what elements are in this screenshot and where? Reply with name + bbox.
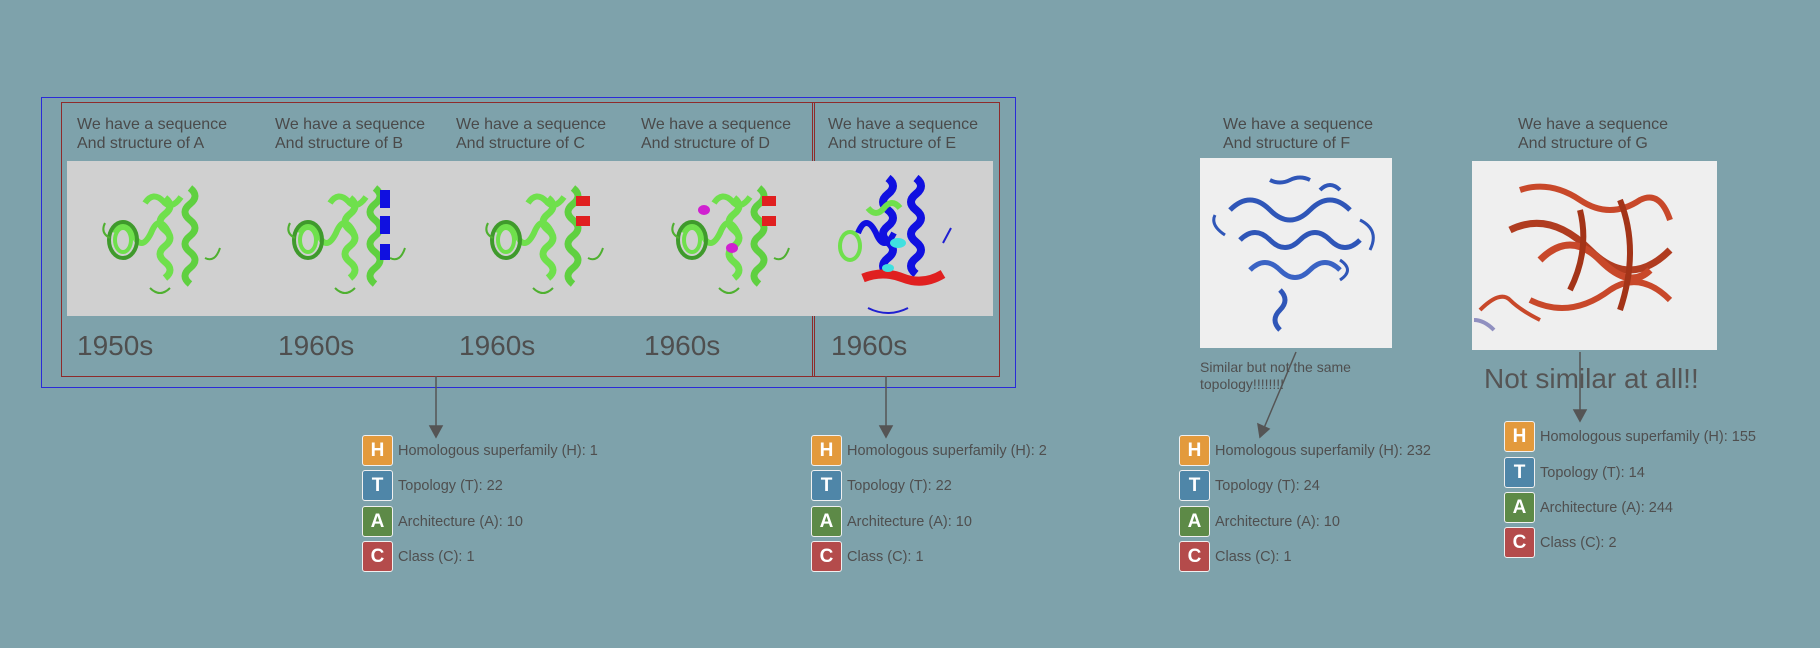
h-badge: H: [362, 435, 393, 466]
structure-image-b: [288, 188, 405, 293]
structure-image-a: [103, 188, 220, 293]
caption-a: We have a sequence And structure of A: [77, 116, 228, 152]
caption-c: We have a sequence And structure of C: [456, 116, 607, 152]
cath-a-label: Architecture (A): 10: [847, 513, 972, 530]
h-badge: H: [1504, 421, 1535, 452]
caption-e: We have a sequence And structure of E: [828, 116, 979, 152]
h-badge: H: [811, 435, 842, 466]
decade-label-a: 1950s: [77, 330, 154, 361]
cath-row-a: A Architecture (A): 10: [362, 506, 523, 537]
cath-row-h: H Homologous superfamily (H): 1: [362, 435, 598, 466]
t-badge: T: [1179, 470, 1210, 501]
cath-row-t: T Topology (T): 14: [1504, 457, 1645, 488]
cath-row-h: H Homologous superfamily (H): 2: [811, 435, 1047, 466]
caption-f: We have a sequence And structure of F: [1223, 116, 1374, 152]
cath-t-label: Topology (T): 24: [1215, 477, 1320, 494]
outer-blue-frame: [41, 97, 1016, 388]
caption-b: We have a sequence And structure of B: [275, 116, 426, 152]
caption-d: We have a sequence And structure of D: [641, 116, 792, 152]
cath-a-label: Architecture (A): 10: [1215, 513, 1340, 530]
a-badge: A: [1179, 506, 1210, 537]
structure-image-e: [838, 174, 952, 314]
note-f: Similar but not the same topology!!!!!!!…: [1200, 359, 1351, 392]
cath-a-label: Architecture (A): 10: [398, 513, 523, 530]
cath-a-label: Architecture (A): 244: [1540, 499, 1673, 516]
note-g: Not similar at all!!: [1484, 363, 1699, 394]
t-badge: T: [811, 470, 842, 501]
caption-g: We have a sequence And structure of G: [1518, 116, 1669, 152]
c-badge: C: [811, 541, 842, 572]
cath-c-label: Class (C): 1: [398, 548, 475, 565]
cath-h-label: Homologous superfamily (H): 232: [1215, 442, 1431, 459]
cath-row-t: T Topology (T): 22: [362, 470, 503, 501]
t-badge: T: [362, 470, 393, 501]
h-badge: H: [1179, 435, 1210, 466]
decade-label-d: 1960s: [644, 330, 721, 361]
cath-row-h: H Homologous superfamily (H): 232: [1179, 435, 1431, 466]
cath-row-c: C Class (C): 1: [811, 541, 924, 572]
structure-image-d: [672, 188, 789, 293]
a-badge: A: [811, 506, 842, 537]
decade-label-e: 1960s: [831, 330, 908, 361]
cath-h-label: Homologous superfamily (H): 155: [1540, 428, 1756, 445]
a-badge: A: [362, 506, 393, 537]
decade-label-c: 1960s: [459, 330, 536, 361]
cath-c-label: Class (C): 1: [847, 548, 924, 565]
cath-h-label: Homologous superfamily (H): 1: [398, 442, 598, 459]
c-badge: C: [1504, 527, 1535, 558]
cath-t-label: Topology (T): 22: [398, 477, 503, 494]
cath-row-t: T Topology (T): 22: [811, 470, 952, 501]
a-badge: A: [1504, 492, 1535, 523]
cath-row-a: A Architecture (A): 10: [811, 506, 972, 537]
cath-row-t: T Topology (T): 24: [1179, 470, 1320, 501]
cath-c-label: Class (C): 1: [1215, 548, 1292, 565]
cath-row-a: A Architecture (A): 10: [1179, 506, 1340, 537]
cath-row-c: C Class (C): 2: [1504, 527, 1617, 558]
decade-label-b: 1960s: [278, 330, 355, 361]
cath-h-label: Homologous superfamily (H): 2: [847, 442, 1047, 459]
c-badge: C: [1179, 541, 1210, 572]
structure-image-f: [1200, 158, 1392, 348]
cath-row-a: A Architecture (A): 244: [1504, 492, 1673, 523]
cath-t-label: Topology (T): 14: [1540, 464, 1645, 481]
t-badge: T: [1504, 457, 1535, 488]
c-badge: C: [362, 541, 393, 572]
cath-row-c: C Class (C): 1: [362, 541, 475, 572]
cath-row-c: C Class (C): 1: [1179, 541, 1292, 572]
structure-image-c: [486, 188, 603, 293]
cath-row-h: H Homologous superfamily (H): 155: [1504, 421, 1756, 452]
cath-t-label: Topology (T): 22: [847, 477, 952, 494]
cath-c-label: Class (C): 2: [1540, 534, 1617, 551]
